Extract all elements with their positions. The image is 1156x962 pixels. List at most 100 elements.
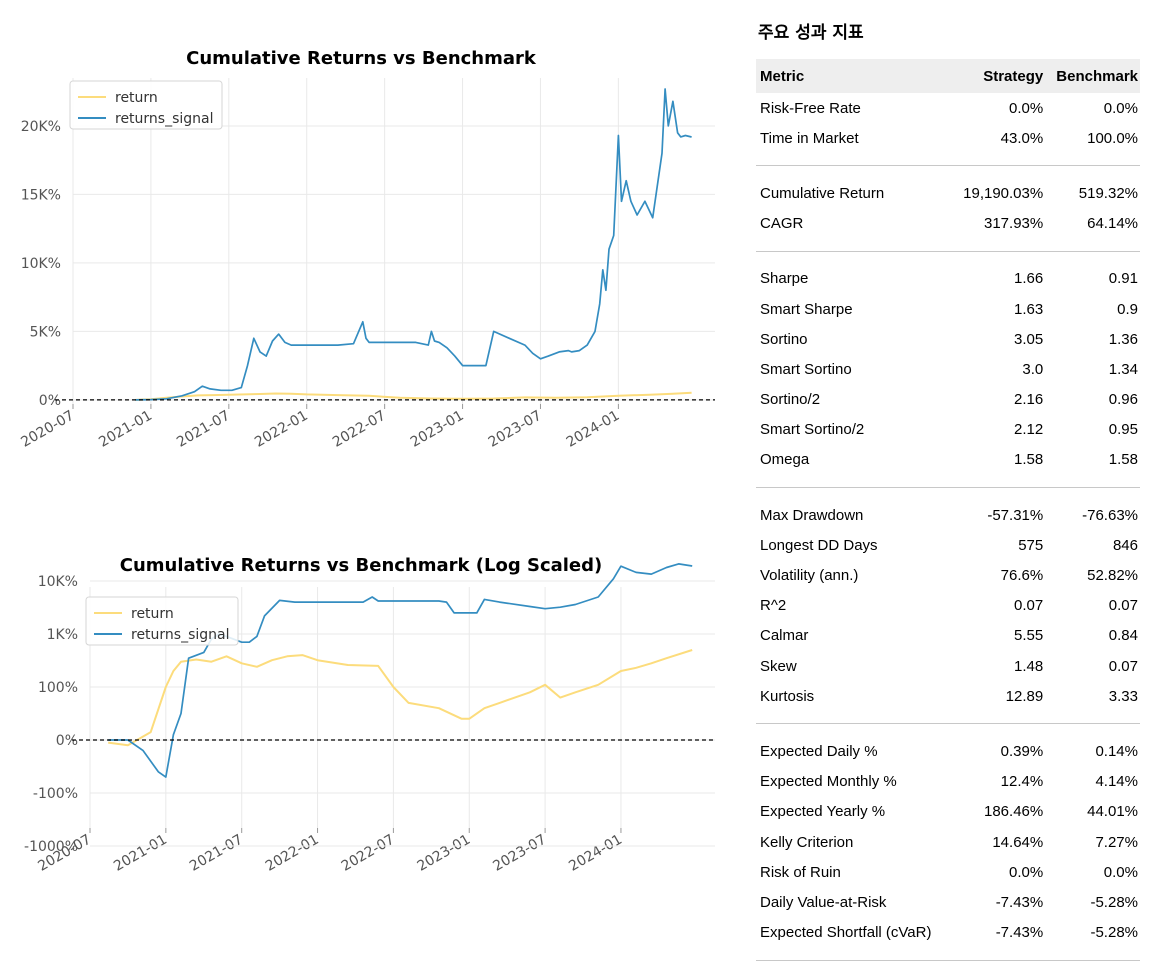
strategy-value: 3.0 [1022, 360, 1044, 378]
table-row: Skew 1.48 0.07 [756, 651, 1140, 681]
group-divider [756, 250, 1140, 264]
strategy-value: -7.43% [995, 924, 1044, 942]
benchmark-value: 0.96 [1108, 391, 1138, 409]
metric-label: Kurtosis [760, 687, 815, 705]
metric-label: Smart Sortino/2 [760, 421, 865, 439]
strategy-value: 3.05 [1014, 330, 1044, 348]
table-row: Cumulative Return 19,190.03% 519.32% [756, 178, 1140, 208]
table-end-divider [756, 959, 1140, 962]
y-tick-label: 1K% [47, 627, 78, 643]
legend-label: return [115, 90, 158, 106]
table-row: Calmar 5.55 0.84 [756, 621, 1140, 651]
returns-signal-series-line [135, 88, 692, 401]
strategy-value: 0.0% [1009, 99, 1044, 117]
metrics-panel: 주요 성과 지표 Metric Strategy Benchmark Risk-… [756, 14, 1141, 962]
table-row: Expected Shortfall (cVaR) -7.43% -5.28% [756, 918, 1140, 948]
chart-legend: return returns_signal [69, 80, 223, 130]
table-row: CAGR 317.93% 64.14% [756, 209, 1140, 239]
strategy-value: 575 [1018, 536, 1044, 554]
metric-label: Expected Shortfall (cVaR) [760, 924, 932, 942]
x-tick-label: 2020-07 [18, 408, 77, 451]
benchmark-value: 44.01% [1087, 803, 1138, 821]
metric-label: Sharpe [760, 270, 809, 288]
x-tick-label: 2024-01 [566, 832, 625, 875]
table-row: Sharpe 1.66 0.91 [756, 264, 1140, 294]
group-gap [756, 239, 1140, 252]
benchmark-value: 0.84 [1108, 627, 1138, 645]
benchmark-value: 0.07 [1108, 597, 1138, 615]
table-row: Smart Sortino/2 2.12 0.95 [756, 415, 1140, 445]
metric-label: Max Drawdown [760, 506, 864, 524]
header-metric: Metric [756, 59, 953, 93]
metrics-table: Metric Strategy Benchmark Risk-Free Rate… [756, 59, 1140, 962]
metric-label: Omega [760, 451, 810, 469]
strategy-value: 1.58 [1014, 451, 1044, 469]
table-row: Risk of Ruin 0.0% 0.0% [756, 857, 1140, 887]
y-tick-label: 10K% [38, 574, 78, 590]
table-row: Omega 1.58 1.58 [756, 445, 1140, 475]
strategy-value: 317.93% [984, 215, 1044, 233]
metric-label: Risk-Free Rate [760, 99, 861, 117]
x-tick-label: 2021-07 [187, 832, 246, 875]
strategy-value: -7.43% [995, 893, 1044, 911]
x-tick-label: 2024-01 [564, 408, 623, 451]
benchmark-value: 100.0% [1087, 129, 1138, 147]
metric-label: Smart Sharpe [760, 300, 853, 318]
y-tick-label: 10K% [21, 256, 61, 272]
strategy-value: 2.16 [1014, 391, 1044, 409]
benchmark-value: 0.07 [1108, 657, 1138, 675]
metric-label: Cumulative Return [760, 184, 885, 202]
strategy-value: 0.07 [1014, 597, 1044, 615]
table-row: Sortino/2 2.16 0.96 [756, 385, 1140, 415]
strategy-value: 186.46% [984, 803, 1044, 821]
chart-title: Cumulative Returns vs Benchmark [186, 48, 537, 69]
y-tick-label: 15K% [21, 187, 61, 203]
strategy-value: 14.64% [992, 833, 1044, 851]
log-scaled-returns-chart: Cumulative Returns vs Benchmark (Log Sca… [0, 480, 730, 943]
group-gap [756, 711, 1140, 724]
strategy-value: 12.89 [1005, 687, 1044, 705]
benchmark-value: 0.0% [1103, 99, 1138, 117]
log-scaled-returns-plot: Cumulative Returns vs Benchmark (Log Sca… [24, 555, 715, 875]
y-tick-label: 0% [39, 393, 61, 409]
group-divider [756, 165, 1140, 179]
metric-label: Skew [760, 657, 797, 675]
strategy-value: 76.6% [1000, 567, 1044, 585]
metric-label: Expected Monthly % [760, 773, 897, 791]
legend-label: returns_signal [115, 111, 214, 127]
table-row: Time in Market 43.0% 100.0% [756, 123, 1140, 153]
strategy-value: 1.66 [1014, 270, 1044, 288]
chart-title: Cumulative Returns vs Benchmark (Log Sca… [120, 555, 603, 576]
table-row: Volatility (ann.) 76.6% 52.82% [756, 560, 1140, 590]
benchmark-value: 1.58 [1108, 451, 1138, 469]
y-tick-label: -100% [33, 786, 78, 802]
benchmark-value: 0.9 [1117, 300, 1138, 318]
metric-label: Volatility (ann.) [760, 567, 859, 585]
metric-label: Expected Daily % [760, 742, 878, 760]
metrics-header-row: Metric Strategy Benchmark [756, 59, 1140, 93]
y-tick-label: 20K% [21, 119, 61, 135]
benchmark-value: -5.28% [1090, 893, 1138, 911]
strategy-value: 0.39% [1000, 742, 1044, 760]
strategy-value: 1.63 [1014, 300, 1044, 318]
benchmark-value: 0.91 [1108, 270, 1138, 288]
benchmark-value: 519.32% [1078, 184, 1138, 202]
benchmark-value: 7.27% [1095, 833, 1138, 851]
x-tick-label: 2023-07 [490, 832, 549, 875]
group-gap [756, 153, 1140, 166]
metrics-title: 주요 성과 지표 [758, 23, 864, 43]
x-tick-label: 2023-07 [486, 408, 545, 451]
y-tick-label: 100% [38, 680, 78, 696]
x-tick-label: 2023-01 [415, 832, 474, 875]
table-row: Max Drawdown -57.31% -76.63% [756, 500, 1140, 530]
metric-label: Sortino/2 [760, 391, 821, 409]
x-tick-label: 2022-07 [330, 408, 389, 451]
cumulative-returns-chart: Cumulative Returns vs Benchmark 2020-07 2… [0, 0, 730, 480]
x-tick-label: 2021-01 [96, 408, 155, 451]
table-row: Risk-Free Rate 0.0% 0.0% [756, 93, 1140, 123]
metrics-body: Risk-Free Rate 0.0% 0.0% Time in Market 43.0… [756, 93, 1140, 962]
table-row: Smart Sortino 3.0 1.34 [756, 354, 1140, 384]
chart-legend: return returns_signal [85, 596, 239, 646]
benchmark-value: 0.0% [1103, 863, 1138, 881]
x-tick-label: 2023-01 [408, 408, 467, 451]
